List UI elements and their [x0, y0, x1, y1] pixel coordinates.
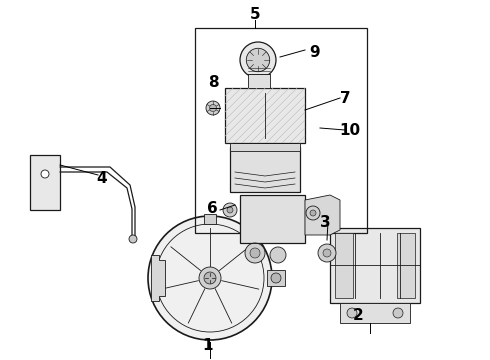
- Circle shape: [210, 104, 217, 112]
- Bar: [240, 195, 305, 243]
- Text: 4: 4: [97, 171, 107, 185]
- Bar: [267, 270, 285, 286]
- Bar: [230, 147, 300, 192]
- Text: 8: 8: [208, 75, 219, 90]
- Circle shape: [204, 272, 216, 284]
- Circle shape: [240, 42, 276, 78]
- Circle shape: [206, 101, 220, 115]
- Bar: [397, 233, 415, 298]
- Circle shape: [199, 267, 221, 289]
- Text: 10: 10: [340, 122, 361, 138]
- Text: 1: 1: [203, 338, 213, 352]
- Circle shape: [250, 248, 260, 258]
- Bar: [225, 88, 305, 143]
- Circle shape: [347, 308, 357, 318]
- Text: 7: 7: [340, 90, 350, 105]
- Bar: [330, 228, 420, 303]
- Bar: [204, 214, 216, 224]
- Circle shape: [129, 235, 137, 243]
- Circle shape: [148, 216, 272, 340]
- Circle shape: [245, 243, 265, 263]
- Text: 3: 3: [319, 215, 330, 230]
- Circle shape: [323, 249, 331, 257]
- Bar: [335, 233, 353, 298]
- Bar: [340, 303, 410, 323]
- Circle shape: [306, 206, 320, 220]
- Bar: [195, 28, 367, 233]
- Bar: [248, 74, 270, 88]
- Circle shape: [223, 203, 237, 217]
- Text: 2: 2: [353, 307, 364, 323]
- Text: 5: 5: [250, 6, 260, 22]
- Circle shape: [271, 273, 281, 283]
- Bar: [30, 155, 60, 210]
- Circle shape: [393, 308, 403, 318]
- Bar: [230, 143, 300, 151]
- Polygon shape: [305, 195, 340, 235]
- Text: 6: 6: [207, 201, 218, 216]
- Circle shape: [41, 170, 49, 178]
- Circle shape: [318, 244, 336, 262]
- Polygon shape: [151, 255, 165, 301]
- Text: 9: 9: [310, 45, 320, 59]
- Circle shape: [246, 48, 270, 72]
- Circle shape: [310, 210, 316, 216]
- Circle shape: [270, 247, 286, 263]
- Circle shape: [227, 207, 233, 213]
